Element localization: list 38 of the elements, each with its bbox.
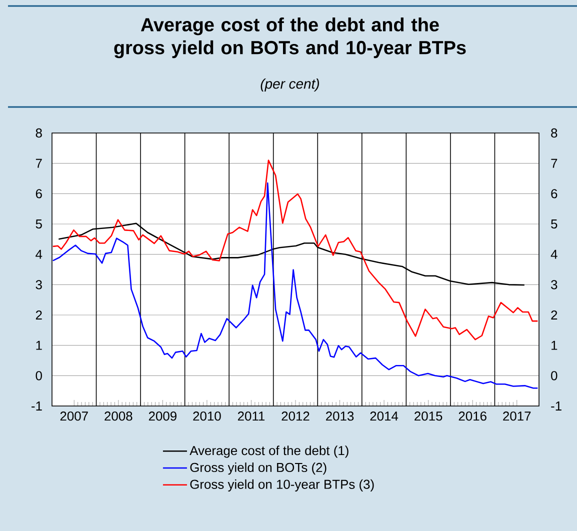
y2-tick-label: 8: [551, 128, 558, 138]
y-tick-label: 4: [36, 250, 42, 259]
x-tick-label: 2010: [193, 412, 221, 421]
x-tick-label: 2012: [282, 412, 310, 421]
x-tick-label: 2014: [370, 412, 398, 421]
x-tick-label: 2016: [458, 412, 486, 421]
y2-tick-label: 5: [551, 219, 558, 229]
x-tick-label: 2009: [148, 412, 176, 421]
legend-label: Gross yield on BOTs (2): [190, 462, 326, 475]
x-tick-label: 2011: [238, 412, 265, 421]
y-tick-label: 0: [36, 371, 42, 380]
chart-title: Average cost of the debt and the gross yield on BOTs and 10-year BTPs: [114, 18, 466, 58]
y-tick-label: -1: [32, 402, 42, 410]
y2-tick-label: 2: [551, 310, 558, 320]
y-tick-label: 2: [36, 310, 42, 320]
y2-tick-label: 7: [551, 158, 558, 168]
x-tick-label: 2017: [503, 412, 531, 421]
x-tick-label: 2015: [414, 412, 442, 421]
legend-label: Gross yield on 10-year BTPs (3): [190, 479, 374, 492]
y2-tick-label: 4: [550, 250, 558, 259]
y-tick-label: 1: [36, 340, 42, 350]
y-tick-label: 8: [36, 128, 42, 138]
line-series: [52, 182, 538, 389]
y2-tick-label: 0: [551, 371, 558, 380]
y2-tick-label: -1: [551, 402, 562, 410]
x-tick-label: 2008: [104, 412, 132, 421]
x-tick-label: 2007: [60, 412, 88, 421]
y2-tick-label: 1: [552, 340, 558, 350]
y-tick-label: 6: [36, 189, 42, 198]
y2-tick-label: 6: [551, 189, 558, 198]
y2-tick-label: 3: [551, 280, 558, 290]
line-series: [52, 160, 538, 340]
y-tick-label: 7: [36, 158, 42, 168]
y-tick-label: 3: [36, 280, 42, 290]
x-tick-label: 2013: [326, 412, 354, 421]
y-tick-label: 5: [36, 219, 42, 229]
chart-subtitle: (per cent): [260, 78, 319, 92]
legend-label: Average cost of the debt (1): [190, 446, 348, 458]
